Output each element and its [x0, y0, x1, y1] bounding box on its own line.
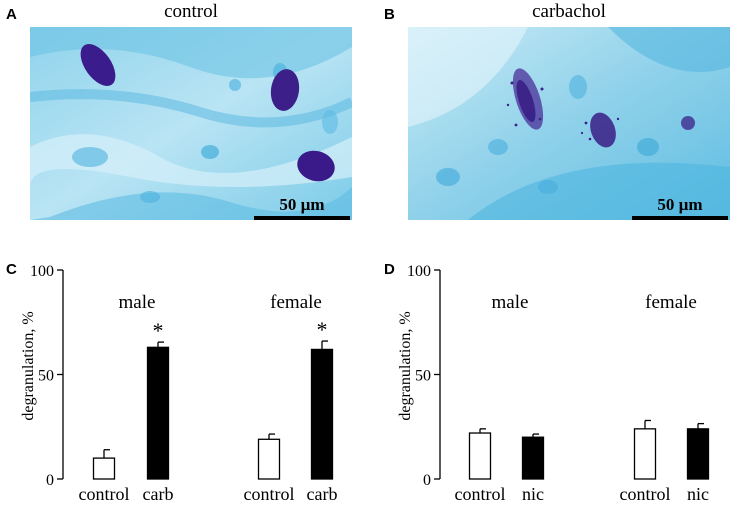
bar-d	[468, 432, 492, 480]
group-label-c: male	[119, 292, 156, 313]
y-tick-label-d: 50	[415, 368, 431, 385]
y-tick-label-c: 0	[46, 472, 54, 489]
panel-letter-c: C	[6, 261, 17, 278]
bar-d	[633, 428, 657, 480]
bar-chart-d: degranulation, % 0 50 100 male female control…	[397, 263, 710, 504]
x-tick-label-c: control	[244, 484, 295, 504]
micrograph-a	[30, 27, 352, 220]
x-tick-label-c: carb	[143, 484, 174, 504]
x-tick-label-d: control	[455, 484, 506, 504]
x-tick-label-d: nic	[687, 484, 709, 504]
significance-star-c: *	[317, 317, 328, 342]
bar-c	[146, 346, 170, 480]
scale-bar-b: 50 µm	[632, 195, 728, 220]
bar-c	[92, 457, 116, 480]
y-axis-label-c: degranulation, %	[20, 311, 37, 420]
y-axis-label-c-text: degranulation, %	[20, 311, 37, 420]
micrograph-b-title: carbachol	[532, 1, 606, 22]
group-label-c: female	[270, 292, 322, 313]
y-axis-label-d: degranulation, %	[397, 311, 414, 420]
panel-letter-a: A	[6, 6, 17, 23]
bar-c	[310, 348, 334, 480]
panel-letter-b: B	[384, 6, 395, 23]
bar-chart-c: degranulation, % 0 50 100 male female control…	[20, 263, 338, 504]
bar-d	[686, 428, 710, 480]
y-tick-label-d: 100	[407, 263, 431, 280]
scale-bar-a-line	[254, 216, 350, 220]
scale-bar-b-line	[632, 216, 728, 220]
x-tick-label-d: control	[620, 484, 671, 504]
x-tick-label-c: carb	[307, 484, 338, 504]
y-axis-label-d-text: degranulation, %	[397, 311, 414, 420]
significance-star-c: *	[153, 318, 164, 343]
micrograph-a-title: control	[164, 1, 218, 22]
group-label-d: male	[492, 292, 529, 313]
scale-bar-a: 50 µm	[254, 195, 350, 220]
x-tick-label-c: control	[79, 484, 130, 504]
panel-letter-d: D	[384, 261, 395, 278]
y-tick-label-d: 0	[423, 472, 431, 489]
y-tick-label-c: 100	[30, 263, 54, 280]
micrograph-b	[408, 27, 730, 220]
scale-bar-a-label: 50 µm	[279, 195, 325, 214]
x-tick-label-d: nic	[522, 484, 544, 504]
group-label-d: female	[645, 292, 697, 313]
scale-bar-b-label: 50 µm	[657, 195, 703, 214]
bar-c	[257, 438, 281, 480]
y-tick-label-c: 50	[38, 368, 54, 385]
bar-d	[521, 436, 545, 480]
